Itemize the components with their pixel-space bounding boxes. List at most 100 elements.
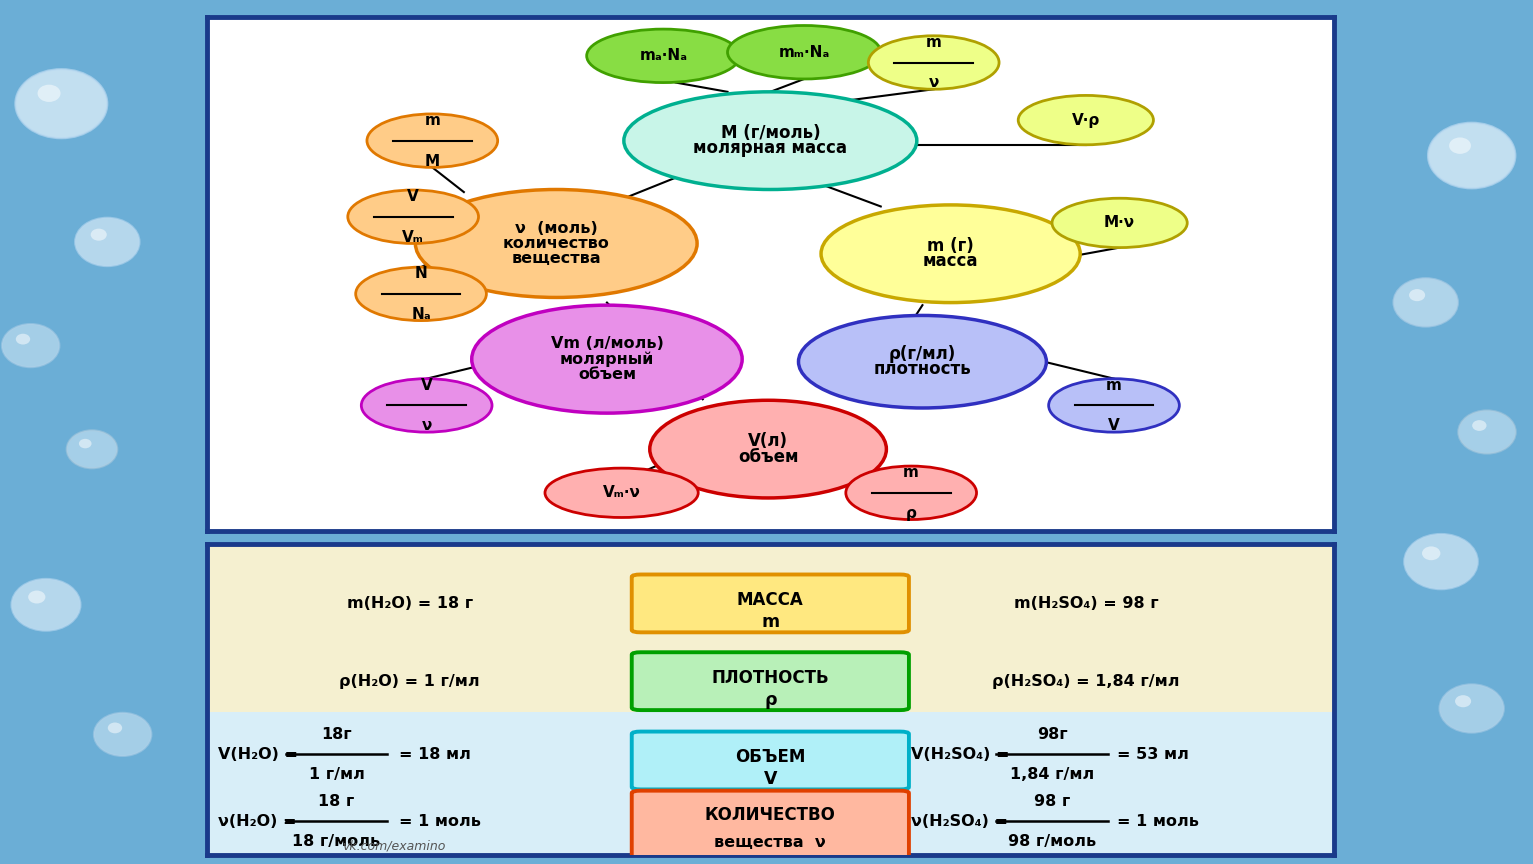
Ellipse shape	[78, 439, 92, 448]
Ellipse shape	[107, 722, 123, 734]
Ellipse shape	[1458, 410, 1516, 454]
Text: 98г: 98г	[1036, 727, 1067, 742]
Ellipse shape	[415, 189, 698, 297]
Text: 1 г/мл: 1 г/мл	[308, 766, 365, 782]
Ellipse shape	[1423, 546, 1441, 560]
Ellipse shape	[348, 190, 478, 244]
Text: ν: ν	[929, 75, 938, 91]
Ellipse shape	[1439, 684, 1504, 733]
Ellipse shape	[38, 85, 61, 102]
Ellipse shape	[15, 69, 107, 138]
Text: Vₘ: Vₘ	[402, 230, 425, 245]
Text: mₘ·Nₐ: mₘ·Nₐ	[779, 45, 829, 60]
Ellipse shape	[1449, 137, 1472, 154]
Ellipse shape	[66, 430, 117, 468]
Text: V(л): V(л)	[748, 432, 788, 450]
Ellipse shape	[1404, 534, 1478, 589]
Text: ν(H₂SO₄) =: ν(H₂SO₄) =	[911, 814, 1009, 829]
Text: ρ(H₂SO₄) = 1,84 г/мл: ρ(H₂SO₄) = 1,84 г/мл	[992, 674, 1179, 689]
Ellipse shape	[799, 315, 1047, 408]
Text: m: m	[903, 465, 920, 480]
FancyBboxPatch shape	[632, 575, 909, 632]
Text: ρ(H₂O) = 1 г/мл: ρ(H₂O) = 1 г/мл	[339, 674, 480, 689]
Text: N: N	[414, 266, 428, 281]
Ellipse shape	[1427, 123, 1515, 188]
Ellipse shape	[366, 114, 498, 168]
Text: ρ: ρ	[763, 691, 777, 708]
Text: объем: объем	[737, 448, 799, 466]
Ellipse shape	[362, 378, 492, 432]
Text: m: m	[1105, 378, 1122, 392]
Text: M·ν: M·ν	[1104, 215, 1136, 231]
Text: плотность: плотность	[874, 360, 972, 378]
Text: молярная масса: молярная масса	[693, 139, 848, 157]
Text: ПЛОТНОСТЬ: ПЛОТНОСТЬ	[711, 669, 829, 687]
Text: вещества  ν: вещества ν	[714, 835, 826, 850]
Text: М (г/моль): М (г/моль)	[721, 124, 820, 142]
Text: m: m	[425, 113, 440, 128]
Text: m: m	[762, 613, 779, 631]
Text: ν(H₂O) =: ν(H₂O) =	[218, 814, 297, 829]
Ellipse shape	[546, 468, 698, 518]
Text: ρ: ρ	[906, 505, 917, 521]
Ellipse shape	[587, 29, 740, 83]
Text: V: V	[763, 770, 777, 788]
Ellipse shape	[2, 324, 60, 367]
Text: ОБЪЕМ: ОБЪЕМ	[736, 748, 805, 766]
FancyBboxPatch shape	[632, 732, 909, 790]
Ellipse shape	[1018, 95, 1153, 145]
Text: mₐ·Nₐ: mₐ·Nₐ	[639, 48, 687, 63]
Text: КОЛИЧЕСТВО: КОЛИЧЕСТВО	[705, 806, 835, 824]
Ellipse shape	[15, 334, 31, 345]
Text: 18г: 18г	[322, 727, 353, 742]
Text: масса: масса	[923, 252, 978, 270]
Text: вещества: вещества	[512, 251, 601, 266]
Ellipse shape	[11, 579, 80, 631]
Ellipse shape	[472, 305, 742, 413]
Text: 98 г/моль: 98 г/моль	[1007, 834, 1096, 848]
Text: = 53 мл: = 53 мл	[1118, 746, 1190, 762]
FancyBboxPatch shape	[632, 652, 909, 710]
Ellipse shape	[624, 92, 917, 189]
Text: Nₐ: Nₐ	[411, 307, 431, 321]
Text: = 1 моль: = 1 моль	[399, 814, 480, 829]
Text: V·ρ: V·ρ	[1072, 112, 1101, 128]
Ellipse shape	[728, 26, 881, 79]
Ellipse shape	[356, 267, 486, 321]
Text: 18 г: 18 г	[319, 794, 354, 809]
Text: m: m	[926, 35, 941, 49]
Ellipse shape	[94, 713, 152, 756]
Text: = 1 моль: = 1 моль	[1118, 814, 1199, 829]
Ellipse shape	[28, 591, 46, 604]
Ellipse shape	[650, 400, 886, 498]
FancyBboxPatch shape	[632, 791, 909, 864]
Ellipse shape	[822, 205, 1081, 302]
Ellipse shape	[846, 466, 977, 519]
Text: V: V	[420, 378, 432, 392]
Bar	[207, 712, 1334, 855]
Text: m(H₂O) = 18 г: m(H₂O) = 18 г	[346, 596, 472, 611]
Text: V(H₂O) =: V(H₂O) =	[218, 746, 299, 762]
Text: Vm (л/моль): Vm (л/моль)	[550, 336, 664, 352]
Text: ν  (моль): ν (моль)	[515, 220, 598, 236]
Text: = 18 мл: = 18 мл	[399, 746, 471, 762]
Ellipse shape	[1409, 289, 1426, 302]
Text: V: V	[1108, 418, 1121, 433]
Text: 1,84 г/мл: 1,84 г/мл	[1010, 766, 1095, 782]
Ellipse shape	[1393, 278, 1458, 327]
Ellipse shape	[1049, 378, 1179, 432]
Ellipse shape	[1472, 420, 1487, 431]
Ellipse shape	[75, 218, 140, 266]
Text: 18 г/моль: 18 г/моль	[293, 834, 380, 848]
Text: 98 г: 98 г	[1033, 794, 1070, 809]
Bar	[207, 544, 1334, 712]
Text: V(H₂SO₄) =: V(H₂SO₄) =	[911, 746, 1010, 762]
Ellipse shape	[868, 35, 1000, 89]
Ellipse shape	[90, 229, 107, 241]
Text: ρ(г/мл): ρ(г/мл)	[889, 345, 957, 363]
Text: Vₘ·ν: Vₘ·ν	[602, 486, 641, 500]
Text: ν: ν	[422, 418, 432, 433]
Text: молярный: молярный	[560, 352, 655, 367]
Text: объем: объем	[578, 367, 636, 382]
Text: V: V	[408, 189, 419, 204]
